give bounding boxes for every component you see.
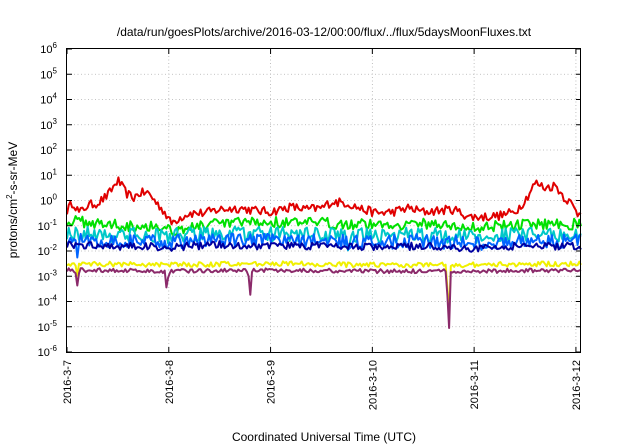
y-tick-label: 102	[40, 142, 57, 157]
y-tick-label: 103	[40, 117, 57, 132]
y-tick-label: 10-6	[38, 344, 58, 359]
y-axis-label: protons/cm2-s-sr-MeV	[5, 142, 20, 258]
y-tick-label: 10-2	[38, 243, 58, 258]
y-tick-label: 10-1	[38, 218, 58, 233]
x-tick-label: 2016-3-11	[469, 360, 481, 409]
y-tick-label: 100	[40, 193, 57, 208]
x-tick-label: 2016-3-12	[571, 360, 583, 410]
x-tick-labels: 2016-3-7 2016-3-8 2016-3-9 2016-3-10 2016-3-…	[62, 360, 583, 410]
series-line	[66, 240, 582, 253]
y-tick-labels: 10-6 10-5 10-4 10-3 10-2 10-1 100 101 102 103 104 1…	[38, 41, 58, 359]
series-group	[66, 176, 582, 329]
series-line	[66, 267, 582, 329]
x-tick-label: 2016-3-10	[367, 360, 379, 410]
chart-title: /data/run/goesPlots/archive/2016-03-12/0…	[117, 25, 532, 39]
y-tick-label: 101	[40, 167, 57, 182]
series-line	[66, 215, 582, 237]
x-tick-label: 2016-3-7	[62, 360, 74, 404]
series-line	[66, 176, 582, 226]
y-tick-label: 10-4	[38, 294, 58, 309]
y-tick-label: 104	[40, 92, 57, 107]
y-tick-label: 10-5	[38, 319, 58, 334]
y-tick-label: 106	[40, 41, 57, 56]
x-axis-label: Coordinated Universal Time (UTC)	[232, 430, 416, 444]
y-tick-label: 10-3	[38, 268, 58, 283]
x-tick-label: 2016-3-8	[164, 360, 176, 404]
y-tick-label: 105	[40, 66, 57, 81]
series-line	[66, 260, 582, 317]
grid	[67, 49, 581, 352]
ticks	[66, 48, 581, 353]
series-line	[66, 232, 582, 259]
x-tick-label: 2016-3-9	[266, 360, 278, 404]
